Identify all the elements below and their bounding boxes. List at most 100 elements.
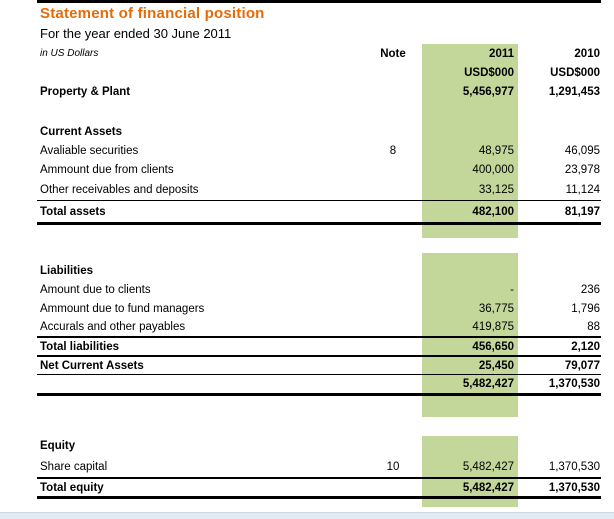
value-2011-text: USD$000 [464,66,514,79]
value-2011-text: 400,000 [472,164,514,176]
note-value [377,160,422,180]
other-receivables-row: Other receivables and deposits 33,125 11,1… [37,180,601,201]
row-label: in US Dollars [37,44,377,63]
value-2011: 25,450 [422,357,518,374]
value-2010-text: USD$000 [550,66,600,79]
row-label-text: Current Assets [40,125,123,138]
value-2010: 2,120 [518,338,601,355]
row-label: Share capital [37,456,377,477]
row-label: Current Assets [37,122,377,141]
value-2011: USD$000 [422,63,518,82]
row-label-text: Other receivables and deposits [40,184,199,196]
spacer-row [37,101,601,122]
value-2010-text: 1,291,453 [548,85,600,98]
value-2010-text: 1,370,530 [548,378,600,390]
value-2011-text: 5,482,427 [462,481,514,494]
section-current-assets: Current Assets [37,122,601,141]
row-label: Amount due to clients [37,280,377,299]
note-value [377,122,422,141]
value-2010: 11,124 [518,180,601,200]
row-label: Other receivables and deposits [37,180,377,200]
value-2011: 48,975 [422,141,518,160]
value-2011-text: 456,650 [472,340,514,353]
section-equity: Equity [37,436,601,456]
row-label [37,499,377,507]
available-securities-row: Avaliable securities 8 48,975 46,095 [37,141,601,160]
value-2011-text: 48,975 [478,144,514,157]
row-label [37,396,377,417]
value-2010: 79,077 [518,357,601,374]
row-label: Net Current Assets [37,357,377,374]
note-value [377,436,422,456]
value-2011-text: 5,482,427 [462,378,514,390]
note-value-text: 8 [389,144,397,157]
note-value [377,299,422,318]
row-label: Liabilities [37,261,377,280]
note-value [377,338,422,355]
row-label [37,63,377,82]
value-2010 [518,238,601,253]
row-label-text: Property & Plant [40,85,131,98]
row-label [37,417,377,436]
spacer-row [37,396,601,417]
page-subtitle: For the year ended 30 June 2011 [40,26,232,41]
value-2010-text: 88 [587,321,600,333]
value-2010: 81,197 [518,201,601,222]
row-label [37,225,377,238]
row-label-text: Ammount due from clients [40,164,174,176]
value-2011 [422,122,518,141]
spacer-row [37,238,601,253]
value-2010: 1,291,453 [518,82,601,101]
value-2010 [518,253,601,261]
value-2011 [422,499,518,507]
value-2011 [422,436,518,456]
note-value [377,499,422,507]
value-2010: 1,796 [518,299,601,318]
row-label-text: Equity [40,440,76,452]
value-2011: 5,482,427 [422,456,518,477]
row-label: Avaliable securities [37,141,377,160]
value-2011 [422,417,518,436]
value-2011: 419,875 [422,318,518,336]
note-value [377,63,422,82]
header-row: in US Dollars Note 2011 2010 [37,44,601,63]
value-2010-text: 11,124 [565,184,600,196]
value-2011-text: 25,450 [478,359,514,372]
value-2010: 1,370,530 [518,375,601,393]
note-value: 10 [377,456,422,477]
row-label: Equity [37,436,377,456]
value-2010-text: 79,077 [564,359,600,372]
spacer-row [37,499,601,507]
value-2010-text: 23,978 [564,164,600,176]
row-label-text: Net Current Assets [40,359,144,372]
note-value [377,280,422,299]
value-2011 [422,261,518,280]
row-label [37,101,377,122]
row-label-text: Liabilities [40,264,94,277]
note-value [377,479,422,496]
row-label: Total liabilities [37,338,377,355]
value-2010-text: 81,197 [564,205,600,218]
value-2011-text: 5,456,977 [462,85,514,98]
value-2010-text: 46,095 [564,144,600,157]
value-2010 [518,261,601,280]
value-2011: - [422,280,518,299]
amount-due-to-clients-row: Amount due to clients - 236 [37,280,601,299]
value-2010: 46,095 [518,141,601,160]
value-2010-text: 1,796 [571,302,600,315]
value-2010: 88 [518,318,601,336]
row-label-text: Share capital [40,460,108,473]
value-2010: 1,370,530 [518,479,601,496]
value-2010 [518,122,601,141]
row-label-text: Accurals and other payables [40,321,186,333]
note-value [377,357,422,374]
row-label-text: in US Dollars [40,48,99,59]
value-2011: 482,100 [422,201,518,222]
note-value-text: 10 [386,460,400,473]
value-2010: 1,370,530 [518,456,601,477]
top-border-rule [37,0,601,3]
value-2010: USD$000 [518,63,601,82]
row-label-text: Amount due to clients [40,283,151,296]
value-2010: 236 [518,280,601,299]
value-2011-text: 482,100 [472,205,514,218]
